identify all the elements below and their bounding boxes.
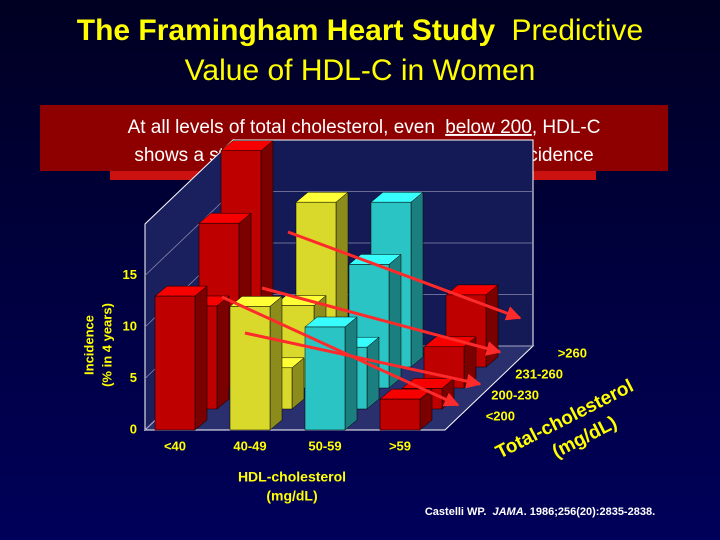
bar-side [485,284,499,368]
bar [154,285,208,431]
y-tick-label: 15 [123,267,137,282]
arrow [287,230,522,321]
bar [229,295,283,431]
y-tick-label: 10 [123,318,137,333]
citation-journal: JAMA [492,506,523,518]
y-tick-label: 5 [130,370,137,385]
x-label: (mg/dL) [266,488,317,504]
bar-side [216,295,230,410]
title-line-2: Value of HDL-C in Women [185,54,536,87]
bar-side [194,285,208,431]
callout-text: , HDL-C [532,117,601,138]
callout-underline: below 200 [445,117,532,138]
x-tick-label: <40 [164,438,186,453]
y-label: Incidence [81,315,96,375]
arrow [221,295,460,407]
citation-text: Castelli WP. [425,506,487,518]
x-tick-label: >59 [389,438,411,453]
title-rest: Predictive [512,14,644,47]
x-label: HDL-cholesterol [238,469,346,485]
arrow [244,331,482,389]
bar-side [269,295,283,431]
bar-front [379,398,421,431]
citation-text: . 1986;256(20):2835-2838. [524,506,655,518]
legend-label: 231-260 [515,366,563,381]
title-bold: The Framingham Heart Study [77,14,496,47]
x-tick-label: 40-49 [233,438,266,453]
bar-side [344,316,358,431]
bar [304,316,358,431]
legend-label: 200-230 [491,387,539,402]
bar-front [304,326,346,431]
bar-front [154,295,196,431]
citation: Castelli WP. JAMA. 1986;256(20):2835-283… [425,506,655,518]
bar-side [366,336,380,410]
y-tick-label: 0 [130,421,137,436]
legend-label: <200 [486,408,515,423]
bar [379,388,433,431]
bar-front [229,306,271,431]
callout-text: At all levels of total cholesterol, even [128,117,435,138]
x-tick-label: 50-59 [308,438,341,453]
callout-line-1: At all levels of total cholesterol, even… [128,117,601,138]
arrow [261,286,502,356]
title: The Framingham Heart Study Predictive [77,14,643,47]
y-label: (% in 4 years) [99,303,114,387]
arrows [221,230,522,407]
legend-label: >260 [558,345,587,360]
